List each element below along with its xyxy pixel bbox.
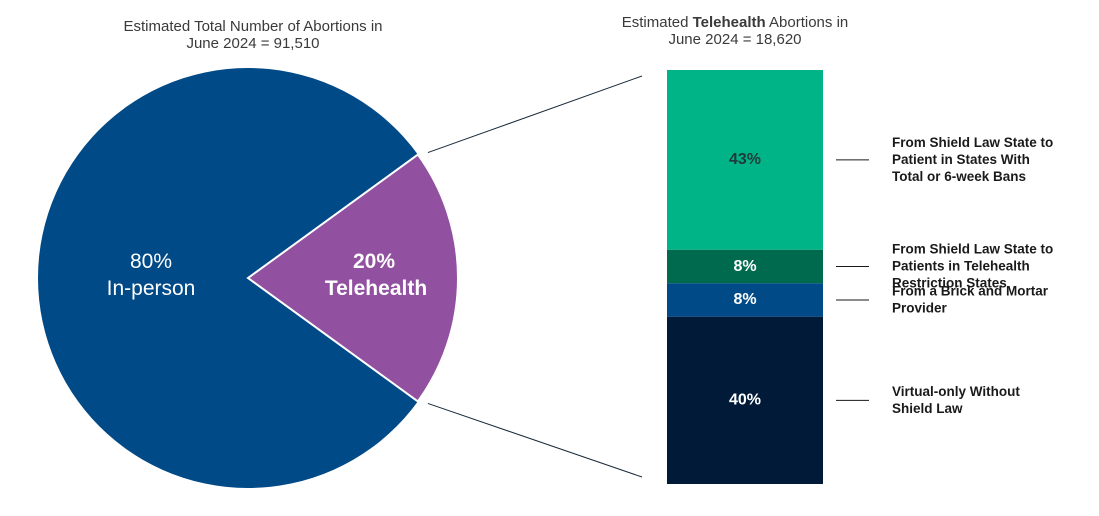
pie-title-line: June 2024 = 91,510 — [186, 35, 319, 52]
bar-segment-value-label: 8% — [733, 258, 756, 275]
pie-title-line: Estimated Total Number of Abortions in — [123, 18, 382, 35]
bar-title-line: Estimated Telehealth Abortions in — [622, 14, 849, 31]
pie-slice-in-person — [38, 68, 418, 489]
pie-slice-telehealth — [246, 153, 460, 403]
legend-label-line: Provider — [892, 301, 948, 316]
bar-segment-3 — [667, 283, 823, 317]
legend-label-line: Patient in States With — [892, 152, 1030, 167]
bar-segment-value-label: 40% — [729, 392, 761, 409]
connector-bottom — [427, 402, 643, 478]
pie-name-label-telehealth: Telehealth — [325, 277, 427, 300]
bar-segment-1 — [667, 70, 823, 250]
legend-label-line: Shield Law — [892, 401, 963, 416]
bar-segment-2 — [667, 249, 823, 284]
legend-label-line: Patients in Telehealth — [892, 259, 1030, 274]
connector-lines — [427, 75, 643, 478]
legend-label-line: Total or 6-week Bans — [892, 169, 1026, 184]
bar-segment-4 — [667, 316, 823, 484]
stacked-bar-chart: 43% 8% 8% 40% — [667, 70, 823, 484]
legend-label-line: Restriction States — [892, 276, 1007, 291]
pie-name-label-in-person: In-person — [107, 277, 196, 300]
pie-title: Estimated Total Number of Abortions inJu… — [123, 18, 382, 52]
legend-label-line: From Shield Law State to — [892, 135, 1053, 150]
bar-segment-value-label: 8% — [733, 291, 756, 308]
legend-label-line: Virtual-only Without — [892, 384, 1020, 399]
pie-chart: 80% In-person 20% Telehealth — [38, 68, 460, 489]
pie-value-label-in-person: 80% — [130, 250, 172, 273]
legend-label-line: From a Brick and Mortar — [892, 284, 1049, 299]
pie-value-label-telehealth: 20% — [353, 250, 395, 273]
bar-segment-value-label: 43% — [729, 151, 761, 168]
legend-label-line: From Shield Law State to — [892, 242, 1053, 257]
connector-top — [427, 75, 643, 154]
bar-legend: From Shield Law State to Patient in State… — [836, 135, 1053, 416]
bar-title-line: June 2024 = 18,620 — [668, 31, 801, 48]
